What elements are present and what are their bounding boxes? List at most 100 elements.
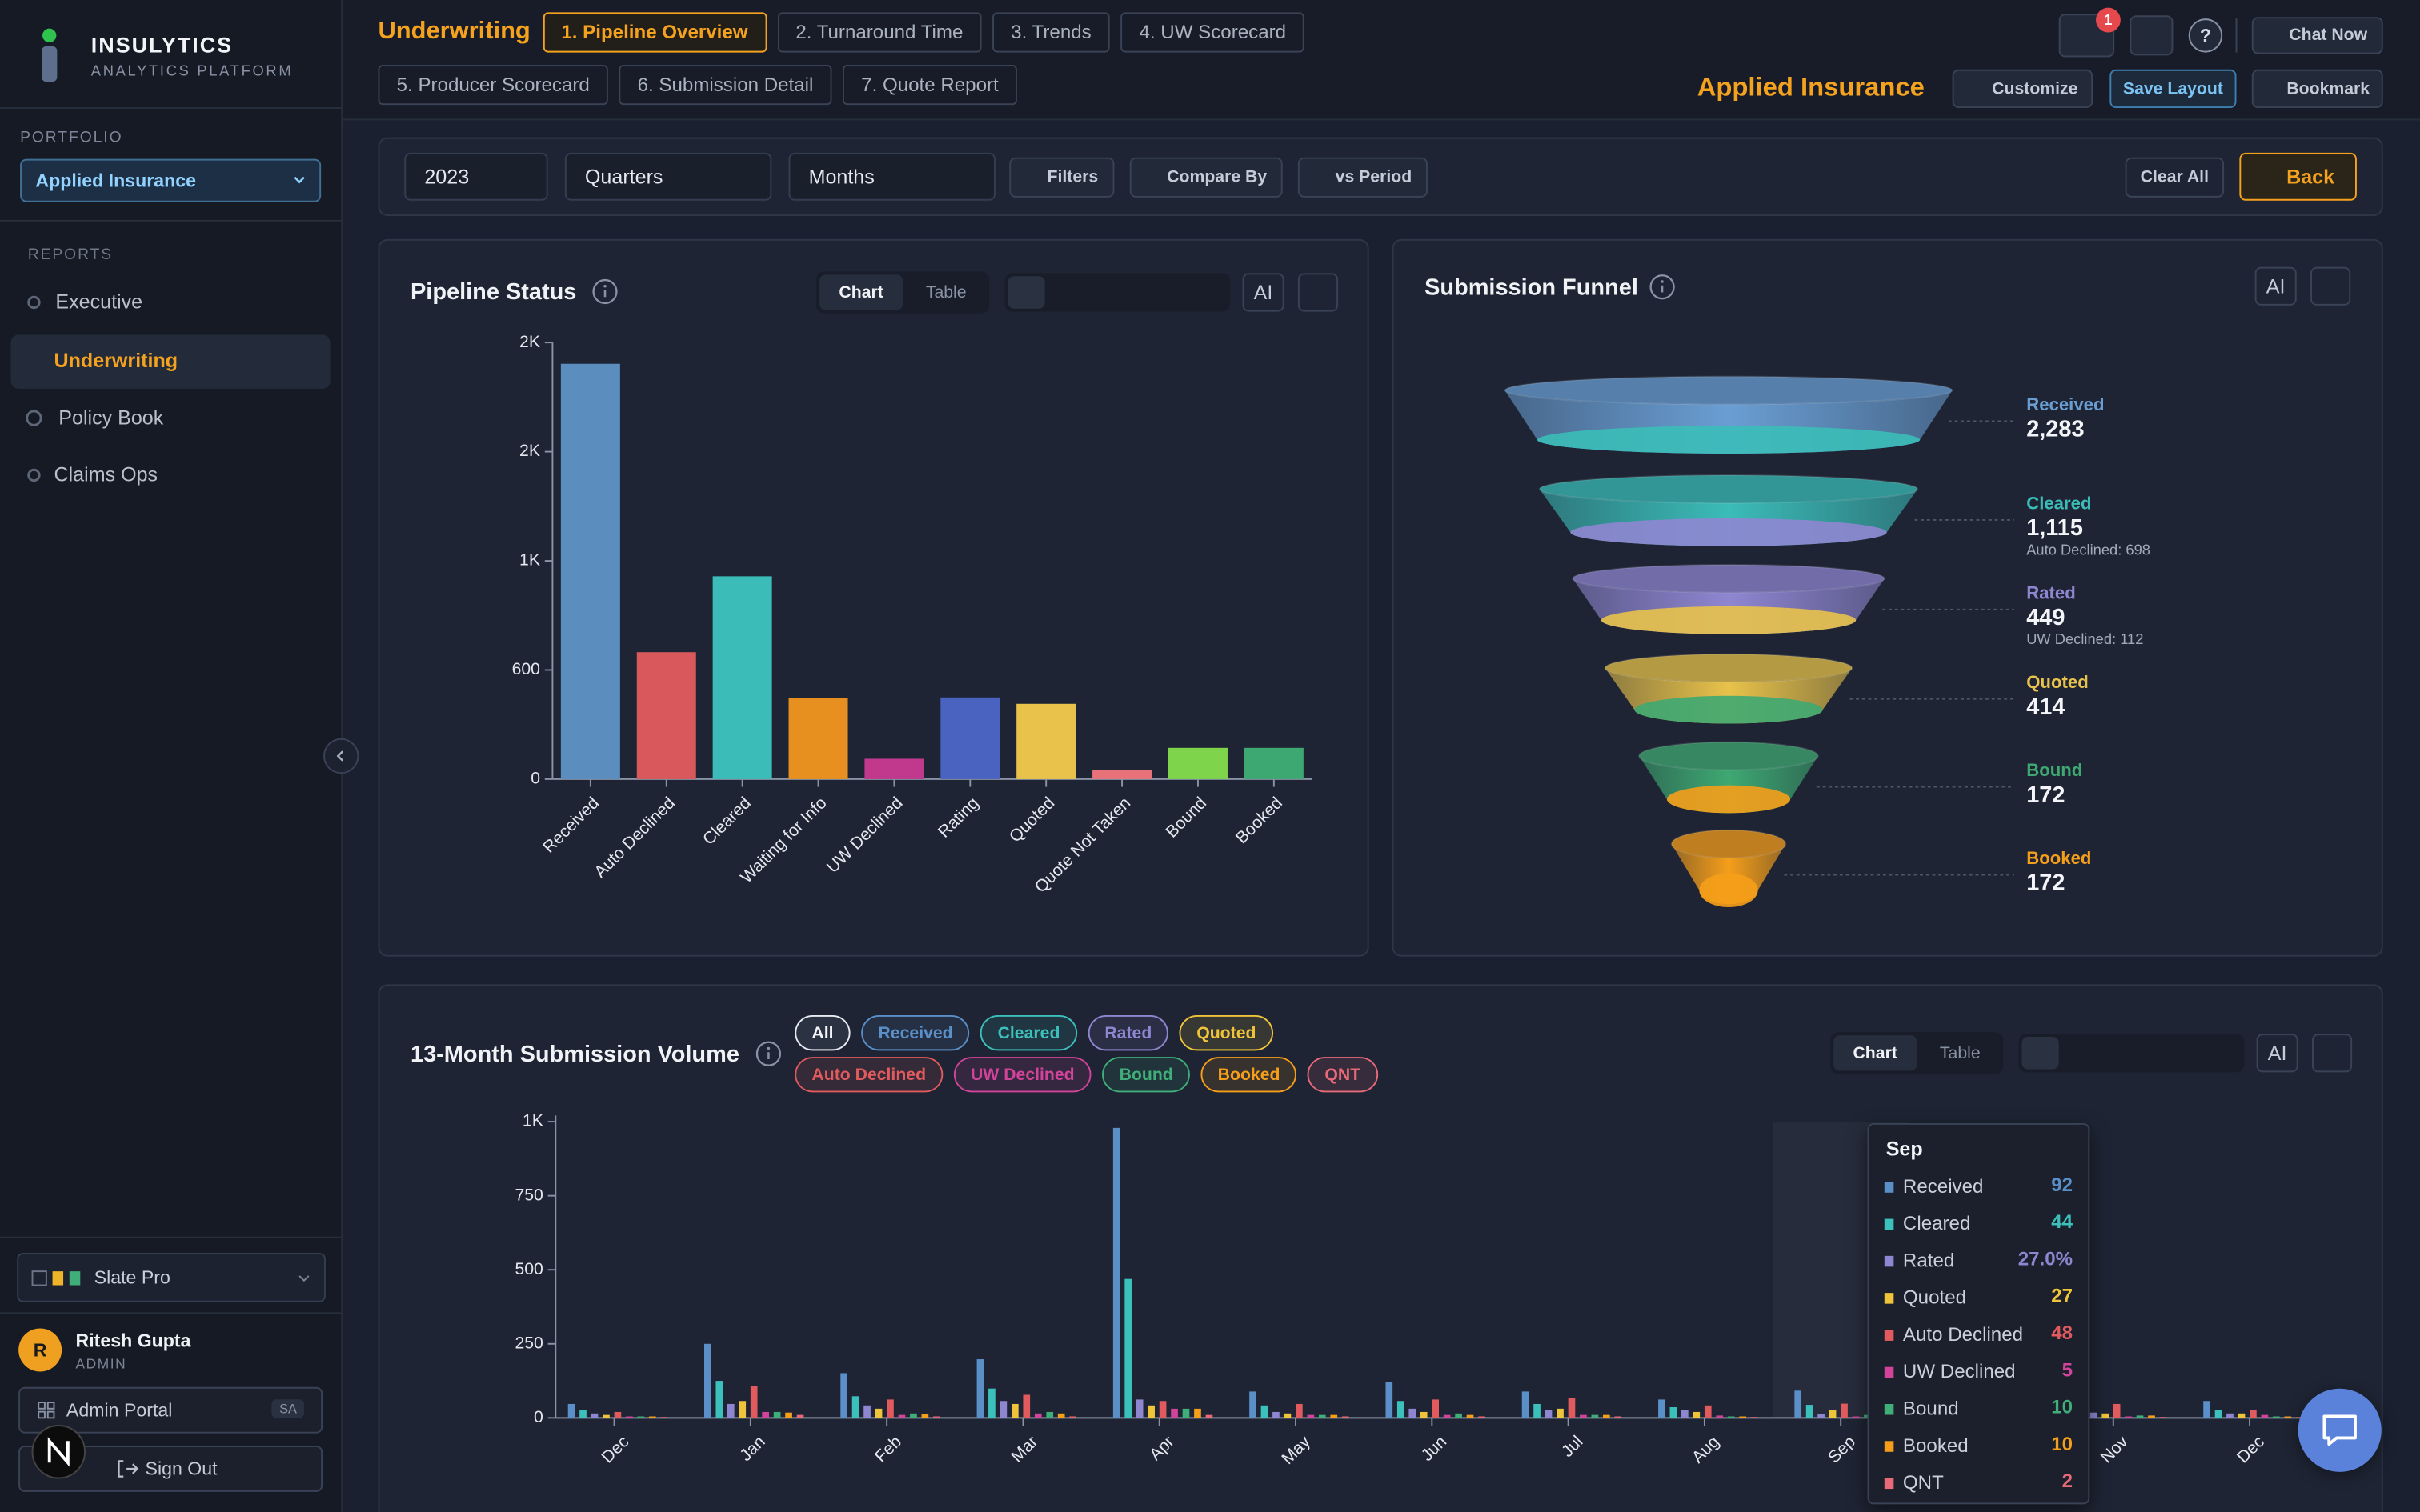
nav-active-bg — [10, 334, 331, 389]
filter-chip[interactable]: UW Declined — [953, 1057, 1092, 1093]
tab[interactable]: 1. Pipeline Overview — [543, 12, 767, 53]
bar — [785, 1412, 792, 1418]
filter-chip[interactable]: Quoted — [1180, 1014, 1273, 1051]
bar — [1057, 1413, 1065, 1418]
ai-button[interactable]: AI — [2254, 266, 2297, 306]
funnel-rim — [1504, 375, 1953, 406]
tooltip-title: Sep — [1885, 1137, 1923, 1161]
y-tick-label: 1K — [519, 551, 540, 570]
bar — [603, 1414, 610, 1418]
tooltip-value: 5 — [2061, 1359, 2073, 1382]
customize-button[interactable]: Customize — [1952, 69, 2093, 108]
filter-chip[interactable]: Bound — [1102, 1057, 1190, 1093]
x-tick-label: Jun — [1418, 1433, 1450, 1465]
nav-item[interactable]: Underwriting — [54, 348, 178, 372]
filter-select[interactable]: Quarters — [564, 152, 772, 201]
bar — [2136, 1415, 2144, 1418]
expand-button[interactable] — [2310, 266, 2351, 306]
tooltip-name: Quoted — [1902, 1286, 1967, 1309]
y-tick-label: 0 — [534, 1408, 543, 1426]
bar — [1591, 1414, 1599, 1418]
tab[interactable]: 6. Submission Detail — [619, 64, 832, 106]
chat-bubble[interactable] — [2298, 1388, 2382, 1472]
bar — [637, 1416, 645, 1418]
x-tick-label: Nov — [2097, 1432, 2132, 1466]
nav-item[interactable]: Executive — [55, 290, 143, 314]
filter-select[interactable]: Months — [788, 152, 996, 201]
funnel-base — [1666, 785, 1791, 814]
chart-type-active[interactable] — [2021, 1036, 2059, 1070]
toggle-table[interactable]: Table — [925, 282, 967, 302]
bar — [1011, 1403, 1019, 1418]
clear-all[interactable]: Clear All — [2125, 157, 2225, 198]
brand: INSULYTICS — [90, 32, 234, 58]
tooltip-swatch — [1884, 1182, 1894, 1193]
tooltip-swatch — [1884, 1218, 1894, 1230]
nav-item[interactable]: Policy Book — [58, 406, 164, 430]
filter-select[interactable]: 2023 — [404, 152, 548, 201]
swap-button[interactable] — [2130, 15, 2174, 56]
grid-icon — [46, 1402, 55, 1410]
pipeline-title: Pipeline Status — [410, 279, 577, 306]
bar — [933, 1416, 940, 1418]
bar — [1580, 1414, 1587, 1418]
bar — [1805, 1405, 1813, 1418]
ai-button[interactable]: AI — [2256, 1034, 2298, 1073]
filter-chip[interactable]: Booked — [1200, 1057, 1297, 1093]
user-name: Ritesh Gupta — [75, 1330, 191, 1352]
back-button[interactable]: Back — [2239, 152, 2357, 201]
x-tick-label: Booked — [1232, 794, 1286, 847]
tab[interactable]: 5. Producer Scorecard — [378, 64, 608, 106]
filter-chip[interactable]: Received — [861, 1014, 970, 1051]
filter-button[interactable]: Filters — [1009, 157, 1115, 198]
portfolio-select[interactable]: Applied Insurance — [20, 158, 322, 202]
filter-chip[interactable]: Auto Declined — [795, 1057, 944, 1093]
toggle-chart[interactable]: Chart — [819, 274, 903, 310]
admin-badge: SA — [271, 1399, 305, 1418]
chart-type-active[interactable] — [1008, 276, 1045, 309]
bar — [1443, 1414, 1451, 1418]
nav-item[interactable]: Claims Ops — [54, 462, 158, 486]
tooltip-value: 92 — [2051, 1174, 2073, 1196]
theme-select[interactable]: Slate Pro — [17, 1252, 326, 1302]
filter-button[interactable]: vs Period — [1297, 157, 1428, 198]
expand-button[interactable] — [1297, 273, 1339, 312]
toggle-table[interactable]: Table — [1939, 1043, 1981, 1062]
filter-chip[interactable]: QNT — [1308, 1057, 1378, 1093]
filter-chip[interactable]: Rated — [1088, 1014, 1169, 1051]
tab[interactable]: 2. Turnaround Time — [777, 12, 982, 53]
filter-chip[interactable]: Cleared — [980, 1014, 1077, 1051]
funnel-rim — [1572, 563, 1885, 594]
tab[interactable]: 4. UW Scorecard — [1120, 12, 1305, 53]
bar — [648, 1416, 656, 1418]
tab-bar: Underwriting 1. Pipeline Overview 2. Turna… — [378, 12, 1520, 106]
bar — [739, 1401, 747, 1418]
save-layout-button[interactable]: Save Layout — [2109, 69, 2237, 108]
x-tick-label: UW Declined — [823, 794, 907, 877]
bar — [1557, 1408, 1564, 1418]
toggle-chart[interactable]: Chart — [1833, 1035, 1917, 1071]
bar — [1716, 1415, 1724, 1418]
ai-button[interactable]: AI — [1242, 273, 1284, 312]
chat-button[interactable]: Chat Now — [2251, 17, 2383, 54]
stage-value: 172 — [2026, 782, 2065, 808]
tab[interactable]: 7. Quote Report — [843, 64, 1017, 106]
tooltip-swatch — [1884, 1255, 1894, 1267]
bar — [715, 1381, 723, 1418]
stage-value: 1,115 — [2026, 515, 2083, 541]
tooltip: Sep Received 92 Cleared 44 Rated 27.0% Quoted 27… — [1867, 1122, 2090, 1505]
bar — [1817, 1414, 1825, 1418]
stage-name: Quoted — [2026, 672, 2089, 692]
expand-button[interactable] — [2311, 1034, 2353, 1073]
tooltip-value: 27.0% — [2017, 1248, 2073, 1270]
bar — [976, 1359, 984, 1418]
bookmark-button[interactable]: Bookmark — [2251, 69, 2383, 108]
x-tick-label: Dec — [2234, 1432, 2268, 1466]
filter-button[interactable]: Compare By — [1129, 157, 1283, 198]
help-button[interactable]: ? — [2188, 18, 2223, 53]
bar — [1341, 1416, 1349, 1418]
funnel-rim — [1538, 474, 1919, 504]
x-tick-label: Bound — [1163, 794, 1211, 842]
tab[interactable]: 3. Trends — [992, 12, 1110, 53]
filter-chip[interactable]: All — [795, 1014, 851, 1051]
